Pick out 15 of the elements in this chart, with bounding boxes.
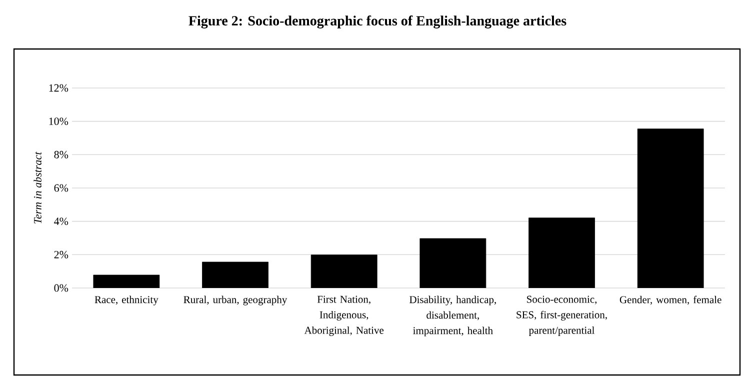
x-tick-label: Rural, urban, geography xyxy=(184,296,288,306)
y-tick-label: 12% xyxy=(49,84,68,92)
y-tick-label: 6% xyxy=(54,184,68,192)
chart-title: Figure 2: Socio-demographic focus of English-language articles xyxy=(188,16,566,28)
y-tick-label: 2% xyxy=(54,250,68,258)
y-tick-label: 0% xyxy=(54,284,68,292)
x-tick-label: Race, ethnicity xyxy=(94,296,158,306)
x-tick-label: Gender, women, female xyxy=(620,296,722,305)
y-tick-label: 8% xyxy=(54,150,68,158)
x-tick-label: Disability, handicap, disablement, impairment, health xyxy=(410,296,496,336)
y-tick-label: 10% xyxy=(49,118,68,126)
x-tick-label: Socio-economic, SES, first-generation, parent/parential xyxy=(516,296,607,336)
x-tick-label: First Nation, Indigenous, Aboriginal, Native xyxy=(304,296,384,336)
y-tick-label: 4% xyxy=(54,218,68,226)
y-axis-title: Term in abstract xyxy=(34,152,42,224)
